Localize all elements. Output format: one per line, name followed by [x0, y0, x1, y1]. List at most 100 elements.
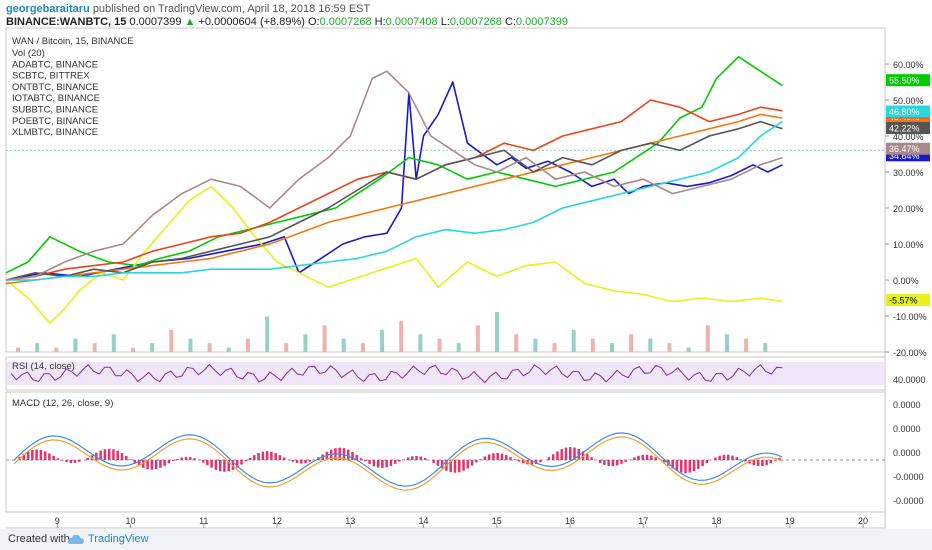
- legend-entry: XLMBTC, BINANCE: [12, 127, 98, 138]
- tradingview-logo-text[interactable]: TradingView: [88, 533, 149, 545]
- macd-histogram-bar: [551, 454, 555, 460]
- macd-histogram-bar: [223, 460, 226, 472]
- macd-histogram-bar: [274, 453, 277, 460]
- volume-bar: [456, 343, 461, 352]
- volume-bar: [418, 334, 423, 352]
- macd-histogram-bar: [419, 456, 423, 460]
- macd-histogram-bar: [765, 460, 768, 466]
- macd-histogram-bar: [359, 458, 363, 460]
- volume-bar: [495, 312, 500, 352]
- x-tick-label: 13: [345, 516, 355, 526]
- macd-histogram-bar: [590, 457, 593, 460]
- volume-bar: [284, 343, 289, 352]
- macd-signal-line: [13, 436, 783, 491]
- macd-histogram-bar: [577, 448, 581, 460]
- macd-histogram-bar: [304, 460, 307, 464]
- volume-bar: [169, 329, 174, 352]
- volume-bar: [35, 343, 40, 352]
- macd-histogram-bar: [530, 460, 534, 465]
- volume-bar: [705, 325, 710, 352]
- macd-histogram-bar: [69, 460, 72, 463]
- x-tick-label: 12: [272, 516, 282, 526]
- macd-histogram-bar: [227, 460, 230, 472]
- macd-histogram-bar: [773, 460, 777, 461]
- open-key: O:: [307, 16, 320, 28]
- macd-histogram-bar: [39, 450, 43, 460]
- macd-histogram-bar: [364, 460, 367, 462]
- volume-bar: [533, 338, 538, 352]
- series-line: [5, 70, 783, 281]
- series-line: [6, 120, 783, 281]
- macd-histogram-bar: [257, 452, 260, 460]
- macd-histogram-bar: [603, 460, 606, 465]
- macd-histogram-bar: [99, 450, 102, 460]
- macd-tick-label: -0.0000: [893, 496, 924, 506]
- macd-histogram-bar: [253, 455, 256, 460]
- macd-histogram-bar: [65, 460, 68, 463]
- macd-histogram-bar: [48, 453, 51, 460]
- series-line: [5, 81, 783, 281]
- macd-histogram-bar: [73, 460, 77, 463]
- macd-histogram-bar: [620, 460, 623, 464]
- macd-histogram-bar: [291, 460, 294, 462]
- macd-histogram-bar: [534, 460, 538, 464]
- macd-histogram-bar: [641, 454, 645, 460]
- volume-bar: [111, 334, 116, 352]
- legend-entry: SCBTC, BITTREX: [12, 71, 90, 82]
- macd-histogram-bar: [265, 451, 269, 460]
- macd-histogram-bar: [368, 460, 371, 465]
- macd-histogram-bar: [645, 454, 649, 460]
- volume-bar: [609, 343, 614, 352]
- macd-histogram-bar: [462, 460, 465, 471]
- macd-histogram-bar: [133, 460, 137, 463]
- macd-histogram-bar: [206, 460, 209, 466]
- low-key: L:: [440, 16, 450, 28]
- macd-histogram-bar: [26, 451, 30, 460]
- volume-bar: [265, 316, 270, 352]
- series-end-badge-bg: [886, 294, 930, 307]
- macd-histogram-bar: [739, 459, 743, 460]
- macd-histogram-bar: [432, 460, 435, 463]
- macd-histogram-bar: [398, 460, 401, 462]
- macd-histogram-bar: [504, 455, 508, 460]
- volume-bar: [16, 347, 20, 352]
- macd-histogram-bar: [112, 449, 115, 460]
- x-tick-label: 19: [785, 516, 795, 526]
- macd-histogram-bar: [86, 457, 90, 460]
- macd-histogram-bar: [756, 460, 760, 467]
- macd-histogram-bar: [568, 447, 572, 460]
- high-value: 0.0007408: [385, 16, 438, 28]
- author-link[interactable]: georgebaraitaru: [6, 3, 90, 15]
- macd-tick-label: 0.0000: [893, 448, 921, 458]
- symbol-label: BINANCE:WANBTC, 15: [6, 16, 127, 28]
- series-end-badge: -5.57%: [886, 294, 930, 307]
- macd-histogram-bar: [436, 460, 440, 466]
- macd-histogram-bar: [496, 452, 499, 460]
- macd-histogram-bar: [714, 457, 717, 460]
- y-tick-label: -20.00%: [893, 348, 927, 358]
- macd-histogram-bar: [671, 460, 674, 469]
- legend-entry: Vol (20): [12, 48, 45, 59]
- macd-histogram-bar: [193, 458, 196, 460]
- legend-entry: POEBTC, BINANCE: [12, 116, 99, 127]
- x-tick-label: 11: [199, 516, 208, 526]
- macd-histogram-bar: [726, 454, 730, 460]
- volume-bar: [571, 329, 576, 352]
- macd-line: [13, 432, 783, 487]
- series-end-badge-bg: [886, 122, 930, 135]
- series-end-label: -5.57%: [889, 296, 918, 306]
- macd-tick-label: -0.0000: [893, 472, 924, 482]
- volume-bar: [341, 338, 346, 352]
- macd-histogram-bar: [52, 455, 55, 460]
- macd-histogram-bar: [295, 460, 299, 464]
- published-text: published on TradingView.com, April 18, …: [92, 3, 371, 15]
- high-key: H:: [374, 16, 386, 28]
- macd-histogram-bar: [300, 460, 303, 464]
- macd-histogram-bar: [278, 455, 282, 460]
- macd-histogram-bar: [201, 460, 205, 463]
- macd-histogram-bar: [761, 460, 764, 467]
- macd-histogram-bar: [60, 460, 64, 461]
- macd-histogram-bar: [573, 447, 576, 460]
- macd-histogram-bar: [393, 460, 397, 464]
